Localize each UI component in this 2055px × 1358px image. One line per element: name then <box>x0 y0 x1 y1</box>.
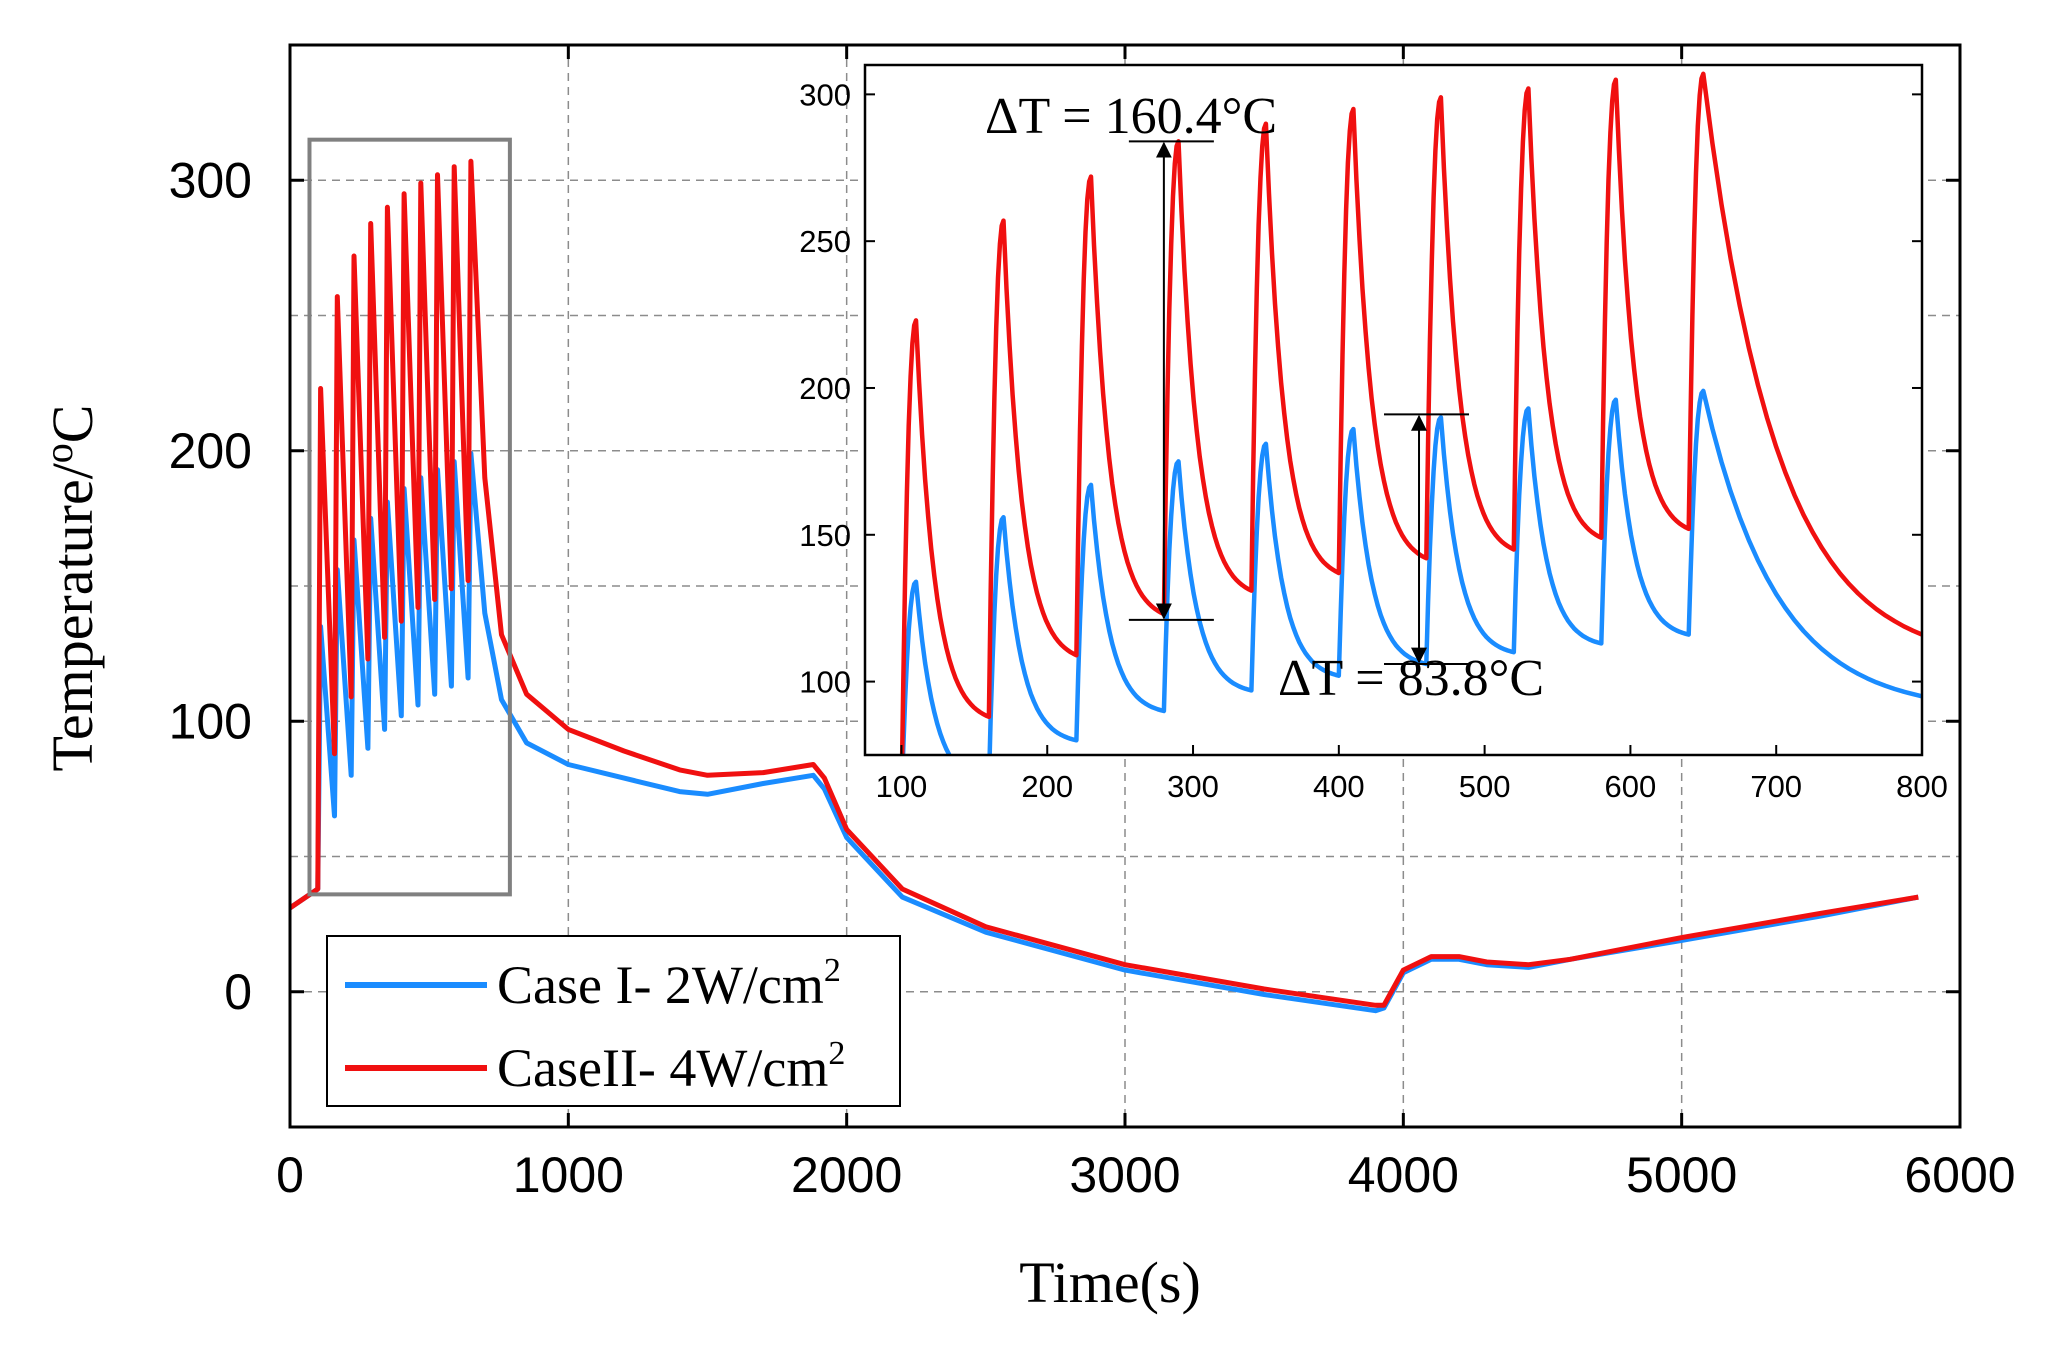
y-axis-label: Temperature/oC <box>36 404 105 771</box>
main-series-group <box>290 158 1919 1014</box>
x-tick-label: 5000 <box>1626 1147 1737 1203</box>
inset-ticks: 100 200 300 400 500 600 700 800 100 150 200 250 300 <box>799 77 1948 804</box>
x-tick-label: 4000 <box>1348 1147 1459 1203</box>
inset-y-tick-label: 200 <box>799 371 851 406</box>
y-axis-unit-letter: C <box>40 404 105 443</box>
inset-y-tick-label: 150 <box>799 518 851 553</box>
inset-x-tick-label: 800 <box>1896 769 1948 804</box>
delta-t-value: = 83.8°C <box>1342 650 1544 707</box>
inset-x-tick-label: 200 <box>1021 769 1073 804</box>
inset-annotations: ΔT = 160.4°CΔT = 83.8°C <box>985 88 1544 707</box>
inset-series-group <box>899 71 1922 755</box>
y-tick-label: 100 <box>169 693 252 749</box>
delta-t-label-2: ΔT = 83.8°C <box>1278 650 1544 707</box>
inset-x-tick-label: 700 <box>1750 769 1802 804</box>
x-axis-label: Time(s) <box>1019 1250 1201 1315</box>
inset-y-tick-label: 300 <box>799 77 851 112</box>
main-ticks: 0 1000 2000 3000 4000 5000 6000 0 100 200 300 <box>169 45 2016 1203</box>
legend-label-case-1: Case I- 2W/cm2 <box>497 952 841 1015</box>
inset-x-tick-label: 100 <box>876 769 928 804</box>
delta-t-symbol: ΔT <box>1278 650 1342 707</box>
inset-x-tick-label: 500 <box>1459 769 1511 804</box>
main-series-line-2 <box>290 158 1919 1008</box>
inset-x-tick-label: 600 <box>1605 769 1657 804</box>
inset-x-tick-label: 400 <box>1313 769 1365 804</box>
x-tick-label: 0 <box>276 1147 304 1203</box>
inset-series-line-2 <box>899 71 1922 755</box>
legend: Case I- 2W/cm2 CaseII- 4W/cm2 <box>326 935 901 1107</box>
y-tick-label: 200 <box>169 423 252 479</box>
x-tick-label: 1000 <box>513 1147 624 1203</box>
y-tick-label: 300 <box>169 152 252 208</box>
delta-t-value: = 160.4°C <box>1049 88 1277 145</box>
x-tick-label: 2000 <box>791 1147 902 1203</box>
delta-t-label-1: ΔT = 160.4°C <box>985 88 1277 145</box>
inset-series-line-1 <box>900 388 1922 755</box>
y-tick-label: 0 <box>224 964 252 1020</box>
inset-frame <box>863 63 1924 757</box>
inset-y-tick-label: 100 <box>799 665 851 700</box>
delta-t-symbol: ΔT <box>985 88 1049 145</box>
x-tick-label: 6000 <box>1904 1147 2015 1203</box>
highlight-box <box>307 137 512 897</box>
x-tick-label: 3000 <box>1069 1147 1180 1203</box>
legend-label-case-2: CaseII- 4W/cm2 <box>497 1035 845 1098</box>
legend-box <box>326 935 901 1107</box>
inset-y-tick-label: 250 <box>799 224 851 259</box>
inset-x-tick-label: 300 <box>1167 769 1219 804</box>
inset-chart: 100 200 300 400 500 600 700 800100150200250300 … <box>799 63 1948 804</box>
